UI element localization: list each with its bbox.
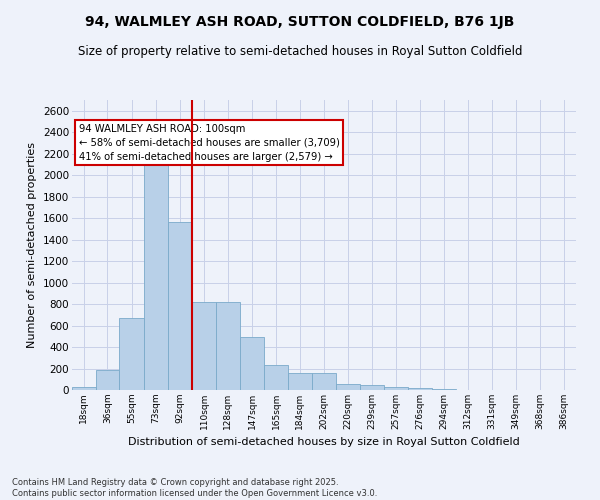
Text: 94 WALMLEY ASH ROAD: 100sqm
← 58% of semi-detached houses are smaller (3,709)
41: 94 WALMLEY ASH ROAD: 100sqm ← 58% of sem… [79,124,340,162]
Text: Contains HM Land Registry data © Crown copyright and database right 2025.
Contai: Contains HM Land Registry data © Crown c… [12,478,377,498]
Bar [265,365,288,390]
Bar [311,374,337,390]
Bar [216,302,239,390]
Bar [360,385,383,390]
Bar [72,388,95,390]
Bar [288,374,311,390]
Bar [95,370,119,390]
Bar [193,302,216,390]
Bar [167,222,193,390]
Bar [432,389,455,390]
Bar [239,338,265,390]
X-axis label: Distribution of semi-detached houses by size in Royal Sutton Coldfield: Distribution of semi-detached houses by … [128,438,520,448]
Bar [383,387,409,390]
Bar [144,162,167,390]
Text: Size of property relative to semi-detached houses in Royal Sutton Coldfield: Size of property relative to semi-detach… [78,45,522,58]
Bar [119,318,144,390]
Y-axis label: Number of semi-detached properties: Number of semi-detached properties [28,142,37,348]
Text: 94, WALMLEY ASH ROAD, SUTTON COLDFIELD, B76 1JB: 94, WALMLEY ASH ROAD, SUTTON COLDFIELD, … [85,15,515,29]
Bar [409,388,432,390]
Bar [337,384,360,390]
